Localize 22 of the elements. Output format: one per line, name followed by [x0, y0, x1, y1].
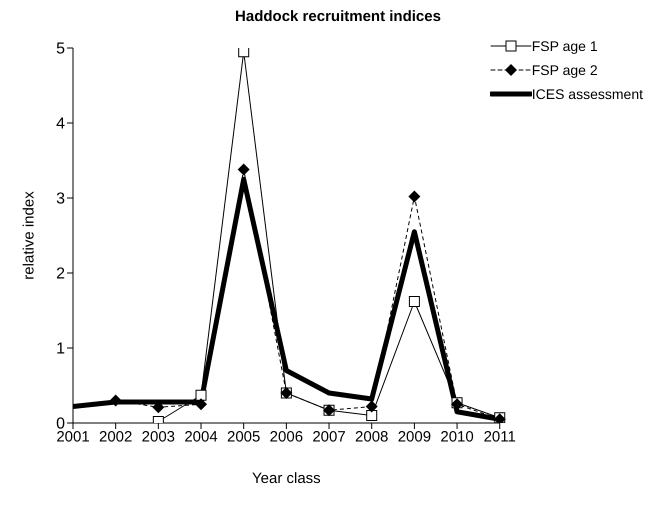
x-axis-title: Year class [252, 470, 321, 487]
y-tick-label: 4 [56, 116, 66, 133]
x-tick-label: 2003 [142, 428, 176, 446]
y-tick-label: 2 [56, 266, 66, 283]
x-tick-label: 2002 [98, 428, 132, 446]
x-tick-label: 2011 [484, 428, 516, 446]
y-tick-label: 3 [56, 190, 66, 208]
y-tick-label: 1 [56, 340, 66, 358]
x-tick-label: 2009 [398, 428, 432, 446]
legend-label: FSP age 2 [532, 62, 598, 78]
x-tick-label: 2001 [56, 428, 90, 446]
y-axis-title: relative index [20, 190, 38, 280]
legend-label: ICES assessment [532, 86, 643, 102]
y-tick-label: 5 [56, 40, 66, 58]
x-tick-label: 2004 [184, 428, 218, 446]
x-tick-label: 2005 [227, 428, 260, 446]
x-tick-label: 2010 [440, 428, 474, 446]
chart-title: Haddock recruitment indices [234, 8, 442, 27]
legend-label: FSP age 1 [532, 38, 598, 54]
x-tick-label: 2006 [270, 428, 304, 446]
x-tick-label: 2007 [312, 428, 346, 446]
x-tick-label: 2008 [355, 428, 388, 446]
